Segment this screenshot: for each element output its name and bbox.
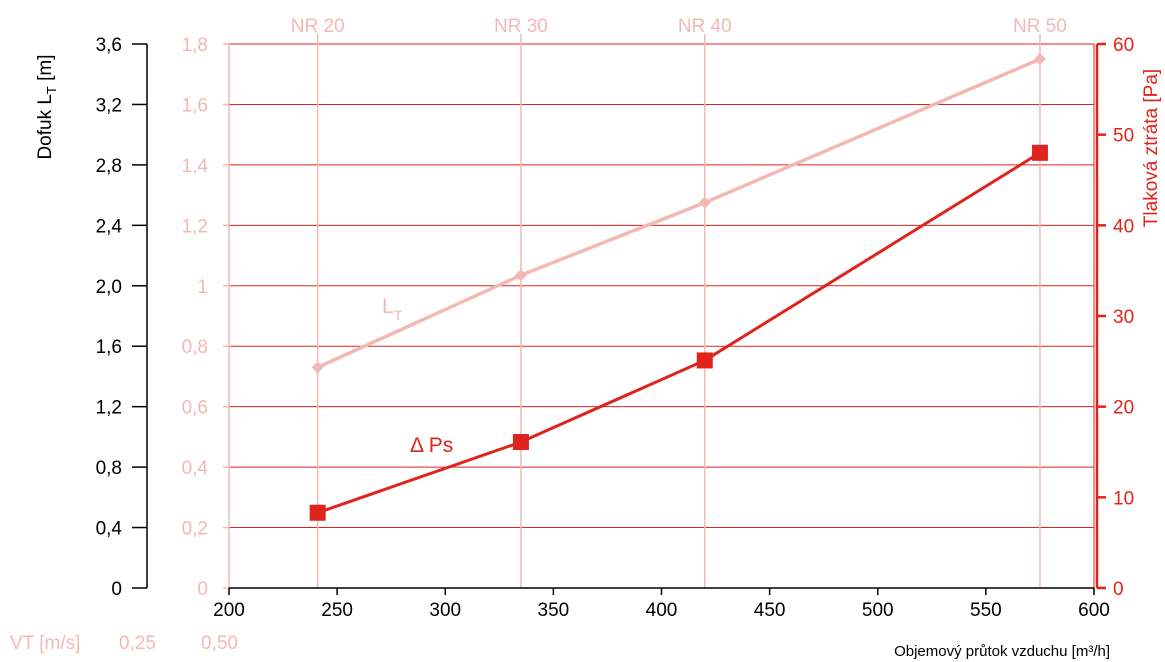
x-tick-label: 450 [754,600,786,621]
nr-label: NR 40 [678,16,732,37]
data-point [1033,53,1046,66]
data-point [309,504,326,521]
y-left-outer-tick-label: 1,2 [96,398,122,419]
y-left-inner-tick-label: 0 [197,579,208,600]
data-point [698,196,711,209]
y-left-outer-tick-label: 2,8 [96,156,122,177]
y-right-tick-label: 60 [1113,35,1134,56]
y-left-inner-tick-label: 0,2 [182,519,208,540]
y-right-tick-label: 50 [1113,126,1134,147]
data-point [1031,144,1048,161]
series-label-lt: LT [382,295,403,323]
x-tick-label: 350 [538,600,570,621]
x-tick-label: 300 [429,600,461,621]
y-left-outer-tick-label: 2,4 [96,216,123,237]
data-point [696,352,713,369]
x-tick-label: 200 [213,600,245,621]
y-left-axis-title: Dofuk LT [m] [35,54,59,159]
y-left-inner-tick-label: 0,4 [182,458,209,479]
x-axis-title: Objemový průtok vzduchu [m³/h] [894,643,1110,660]
series-0 [311,53,1046,374]
x-tick-label: 400 [646,600,678,621]
data-point [311,361,324,374]
y-left-inner-tick-label: 1,4 [182,156,209,177]
y-left-outer-tick-label: 1,6 [96,337,122,358]
series-label-dps: Δ Ps [410,434,453,457]
y-left-inner-tick-label: 1,6 [182,95,208,116]
x-tick-label: 250 [321,600,353,621]
grid [229,43,1095,589]
nr-lines: NR 20 NR 30 NR 40 NR 50 [291,16,1067,588]
y-left-outer-tick-label: 3,6 [96,35,122,56]
tick-labels: 0 0,4 0,8 1,2 1,6 2,0 2,4 2,8 3,2 3,6 0 0,2 0,4 0,6 0,… [96,35,1135,621]
data-point [512,434,529,451]
y-left-inner-tick-label: 0,6 [182,398,208,419]
series [309,53,1048,521]
vt-value-1: 0,25 [119,633,156,654]
vt-value-2: 0,50 [201,633,238,654]
y-right-tick-label: 10 [1113,488,1134,509]
nr-label: NR 50 [1013,16,1067,37]
series-1 [309,144,1048,521]
x-tick-label: 550 [970,600,1002,621]
series-line [316,57,1041,369]
y-left-outer-tick-label: 0,4 [96,519,123,540]
y-left-outer-tick-label: 3,2 [96,95,122,116]
series-line [317,151,1041,515]
y-left-outer-tick-label: 0 [111,579,122,600]
y-left-outer-tick-label: 0,8 [96,458,122,479]
y-right-axis-title: Tlaková ztráta [Pa] [1141,69,1162,227]
y-left-outer-tick-label: 2,0 [96,277,122,298]
y-left-inner-tick-label: 1,2 [182,216,208,237]
y-left-inner-tick-label: 1,8 [182,35,208,56]
y-right-tick-label: 40 [1113,216,1134,237]
y-left-inner-tick-label: 0,8 [182,337,208,358]
y-right-tick-label: 0 [1113,579,1124,600]
y-right-tick-label: 20 [1113,398,1134,419]
y-right-tick-label: 30 [1113,307,1134,328]
axes [132,42,1106,595]
nr-label: NR 20 [291,16,345,37]
data-point [514,269,527,282]
vt-label: VT [m/s] [10,633,80,654]
x-tick-label: 500 [862,600,894,621]
y-left-inner-tick-label: 1 [197,277,208,298]
x-tick-label: 600 [1078,600,1110,621]
nr-label: NR 30 [494,16,548,37]
